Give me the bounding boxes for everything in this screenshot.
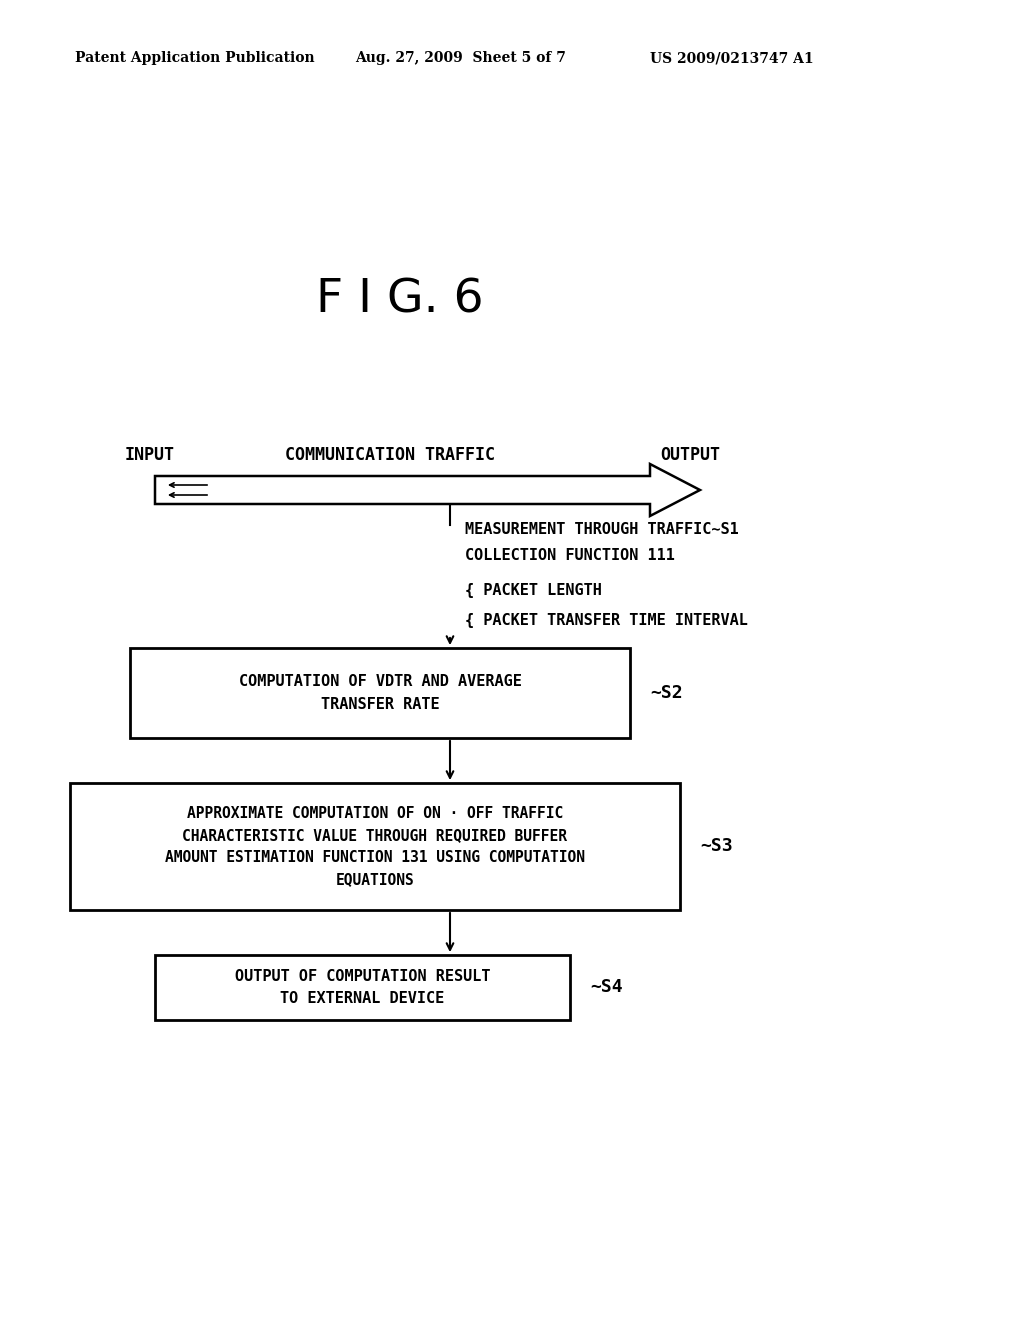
Text: COMMUNICATION TRAFFIC: COMMUNICATION TRAFFIC	[285, 446, 495, 465]
Text: OUTPUT OF COMPUTATION RESULT
TO EXTERNAL DEVICE: OUTPUT OF COMPUTATION RESULT TO EXTERNAL…	[234, 969, 490, 1006]
Text: COMPUTATION OF VDTR AND AVERAGE
TRANSFER RATE: COMPUTATION OF VDTR AND AVERAGE TRANSFER…	[239, 675, 521, 711]
Text: { PACKET TRANSFER TIME INTERVAL: { PACKET TRANSFER TIME INTERVAL	[465, 612, 748, 627]
Text: Patent Application Publication: Patent Application Publication	[75, 51, 314, 65]
Text: ∼S2: ∼S2	[650, 684, 683, 702]
Text: APPROXIMATE COMPUTATION OF ON · OFF TRAFFIC
CHARACTERISTIC VALUE THROUGH REQUIRE: APPROXIMATE COMPUTATION OF ON · OFF TRAF…	[165, 805, 585, 887]
Text: { PACKET LENGTH: { PACKET LENGTH	[465, 582, 602, 598]
Text: COLLECTION FUNCTION 111: COLLECTION FUNCTION 111	[465, 548, 675, 562]
Text: Aug. 27, 2009  Sheet 5 of 7: Aug. 27, 2009 Sheet 5 of 7	[355, 51, 566, 65]
Text: MEASUREMENT THROUGH TRAFFIC∼S1: MEASUREMENT THROUGH TRAFFIC∼S1	[465, 523, 738, 537]
Text: US 2009/0213747 A1: US 2009/0213747 A1	[650, 51, 814, 65]
Text: ∼S3: ∼S3	[700, 837, 732, 855]
Text: INPUT: INPUT	[125, 446, 175, 465]
Text: OUTPUT: OUTPUT	[660, 446, 720, 465]
Bar	[155, 954, 570, 1020]
Bar	[70, 783, 680, 909]
Text: ∼S4: ∼S4	[590, 978, 623, 997]
Bar	[130, 648, 630, 738]
Text: F I G. 6: F I G. 6	[316, 277, 483, 322]
